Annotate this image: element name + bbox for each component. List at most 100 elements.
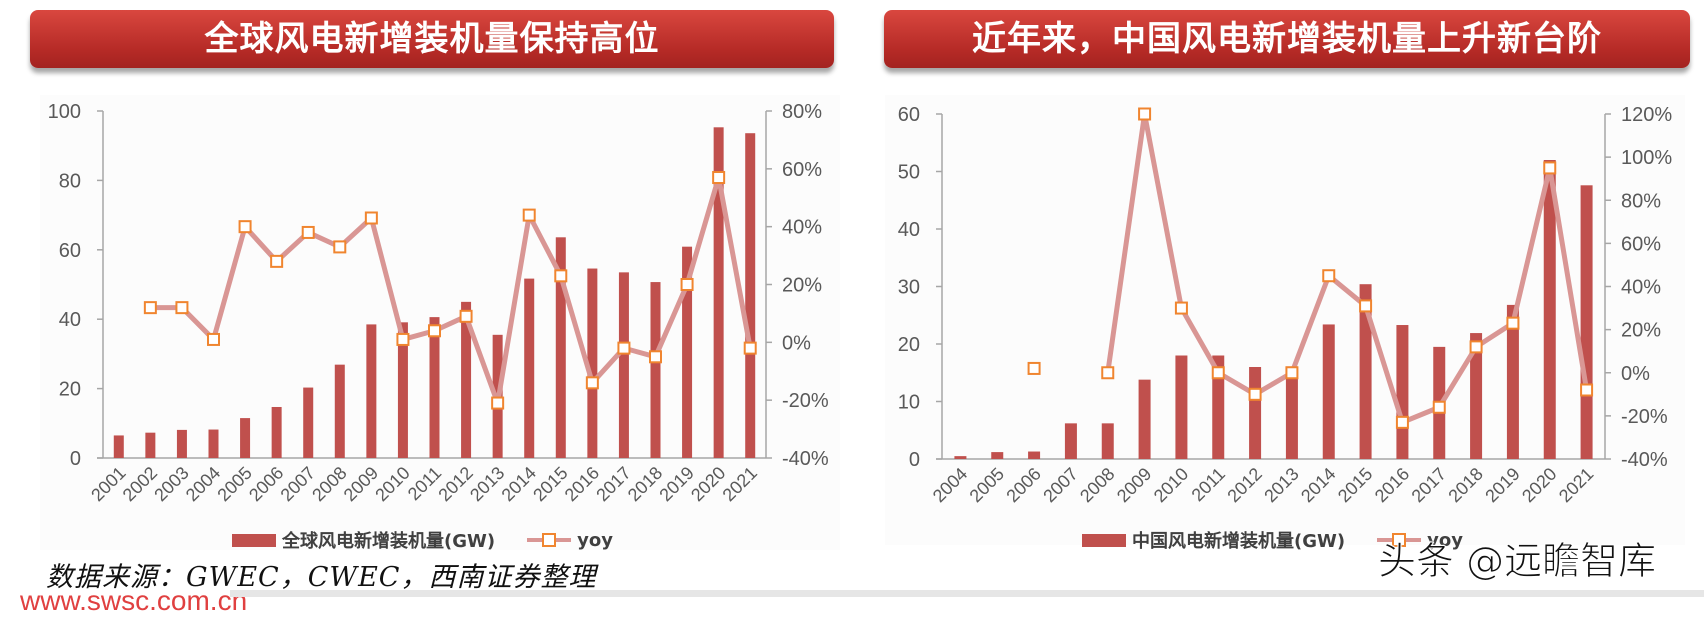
- right-axis-tick-label: 80%: [1621, 190, 1661, 212]
- yoy-marker: [1395, 415, 1409, 429]
- x-axis-category-label: 2002: [119, 463, 161, 505]
- x-axis-category-label: 2017: [1408, 464, 1450, 506]
- yoy-marker: [1027, 361, 1041, 375]
- yoy-marker: [1248, 387, 1262, 401]
- yoy-marker: [1322, 269, 1336, 283]
- yoy-marker: [396, 332, 410, 346]
- yoy-marker: [680, 278, 694, 291]
- right-axis-tick-label: 80%: [782, 101, 822, 123]
- x-axis-category-label: 2018: [624, 463, 666, 505]
- yoy-marker: [301, 225, 315, 239]
- right-chart-legend: 中国风电新增装机量(GW) yoy: [1082, 527, 1463, 553]
- x-axis-category-label: 2004: [182, 463, 224, 505]
- left-chart-background: [40, 95, 840, 550]
- bar: [650, 282, 661, 458]
- bar: [1028, 451, 1041, 459]
- x-axis-category-label: 2014: [498, 463, 540, 505]
- yoy-marker: [1174, 301, 1188, 315]
- x-axis-category-label: 2006: [245, 463, 287, 505]
- right-axis-tick-label: 100%: [1621, 147, 1672, 169]
- x-axis-category-label: 2003: [150, 463, 192, 505]
- yoy-marker: [333, 240, 347, 254]
- right-axis-tick-label: -40%: [782, 448, 829, 470]
- bar: [145, 432, 156, 458]
- x-axis-category-label: 2021: [719, 463, 761, 505]
- bar: [1580, 185, 1593, 460]
- yoy-marker: [1359, 299, 1373, 313]
- x-axis-category-label: 2001: [87, 463, 129, 505]
- x-axis-category-label: 2015: [529, 463, 571, 505]
- x-axis-category-label: 2020: [687, 463, 729, 505]
- bar: [1359, 284, 1372, 459]
- x-axis-category-label: 2007: [277, 463, 319, 505]
- bar: [303, 387, 314, 458]
- data-source-note: 数据来源：GWEC，CWEC，西南证券整理: [46, 562, 597, 593]
- bar: [208, 429, 219, 458]
- yoy-marker: [1432, 400, 1446, 414]
- bar: [271, 406, 282, 458]
- x-axis-category-label: 2018: [1444, 464, 1486, 506]
- footer-band: [230, 590, 1704, 597]
- bar: [366, 324, 377, 458]
- yoy-marker: [1138, 107, 1152, 121]
- left-axis-tick-label: 40: [59, 309, 81, 331]
- bar: [682, 246, 693, 458]
- right-axis-tick-label: -20%: [1621, 406, 1668, 428]
- china-chart-plot: 0 10 20 30 40 50 60 -40% -20% 0% 20% 40% 60% 80% 100% 1…: [898, 104, 1673, 506]
- bar: [555, 237, 566, 458]
- line-legend-label: yoy: [577, 529, 613, 551]
- x-axis-category-label: 2008: [1076, 464, 1118, 506]
- x-axis-category-label: 2015: [1334, 464, 1376, 506]
- right-axis-tick-label: 0%: [1621, 363, 1650, 385]
- yoy-marker: [207, 332, 220, 346]
- x-axis-category-label: 2009: [340, 463, 382, 505]
- x-axis-category-label: 2014: [1297, 464, 1339, 506]
- toutiao-watermark: 头条 @远瞻智库: [1377, 539, 1657, 584]
- x-axis-category-label: 2019: [1481, 464, 1523, 506]
- left-axis-tick-label: 60: [59, 240, 81, 262]
- yoy-marker: [1469, 340, 1483, 354]
- bar: [1285, 366, 1298, 459]
- x-axis-category-label: 2013: [1260, 464, 1302, 506]
- x-axis-category-label: 2020: [1518, 464, 1560, 506]
- right-axis-tick-label: 20%: [782, 275, 822, 297]
- bar: [1543, 160, 1556, 459]
- right-axis-tick-label: 0%: [782, 332, 811, 354]
- x-axis-category-label: 2012: [1223, 464, 1265, 506]
- line-legend-swatch: [527, 533, 572, 547]
- left-axis-tick-label: 10: [898, 392, 920, 414]
- bar: [1249, 367, 1262, 459]
- x-axis-category-label: 2008: [308, 463, 350, 505]
- left-axis-tick-label: 50: [898, 162, 920, 184]
- bar: [991, 452, 1004, 459]
- right-axis-tick-label: 20%: [1621, 320, 1661, 342]
- yoy-marker: [1211, 366, 1225, 380]
- bar: [334, 364, 345, 458]
- bar: [1470, 333, 1483, 459]
- left-axis-tick-label: 0: [70, 448, 81, 470]
- x-axis-category-label: 2019: [655, 463, 697, 505]
- x-axis-category-label: 2010: [1150, 464, 1192, 506]
- bar: [618, 272, 629, 458]
- x-axis-category-label: 2011: [1188, 464, 1230, 506]
- right-axis-tick-label: 40%: [782, 217, 822, 239]
- bar-legend-swatch: [1082, 533, 1126, 547]
- yoy-marker: [743, 341, 757, 355]
- x-axis-category-label: 2013: [466, 463, 508, 505]
- x-axis-category-label: 2011: [404, 463, 446, 505]
- bar: [1138, 379, 1151, 459]
- x-axis-category-label: 2005: [966, 464, 1008, 506]
- bar: [1212, 355, 1225, 459]
- left-axis-tick-label: 40: [898, 219, 920, 241]
- bar-legend-label: 全球风电新增装机量(GW): [282, 531, 496, 552]
- left-axis-tick-label: 80: [59, 170, 81, 192]
- left-axis-tick-label: 30: [898, 277, 920, 299]
- left-axis-tick-label: 100: [48, 101, 81, 123]
- x-axis-category-label: 2004: [929, 464, 971, 506]
- line-legend-label: yoy: [1427, 529, 1463, 551]
- right-axis-tick-label: 120%: [1621, 104, 1672, 126]
- yoy-marker: [428, 324, 441, 338]
- right-axis-tick-label: 60%: [782, 159, 822, 181]
- yoy-marker: [143, 301, 157, 315]
- x-axis-category-label: 2016: [1371, 464, 1413, 506]
